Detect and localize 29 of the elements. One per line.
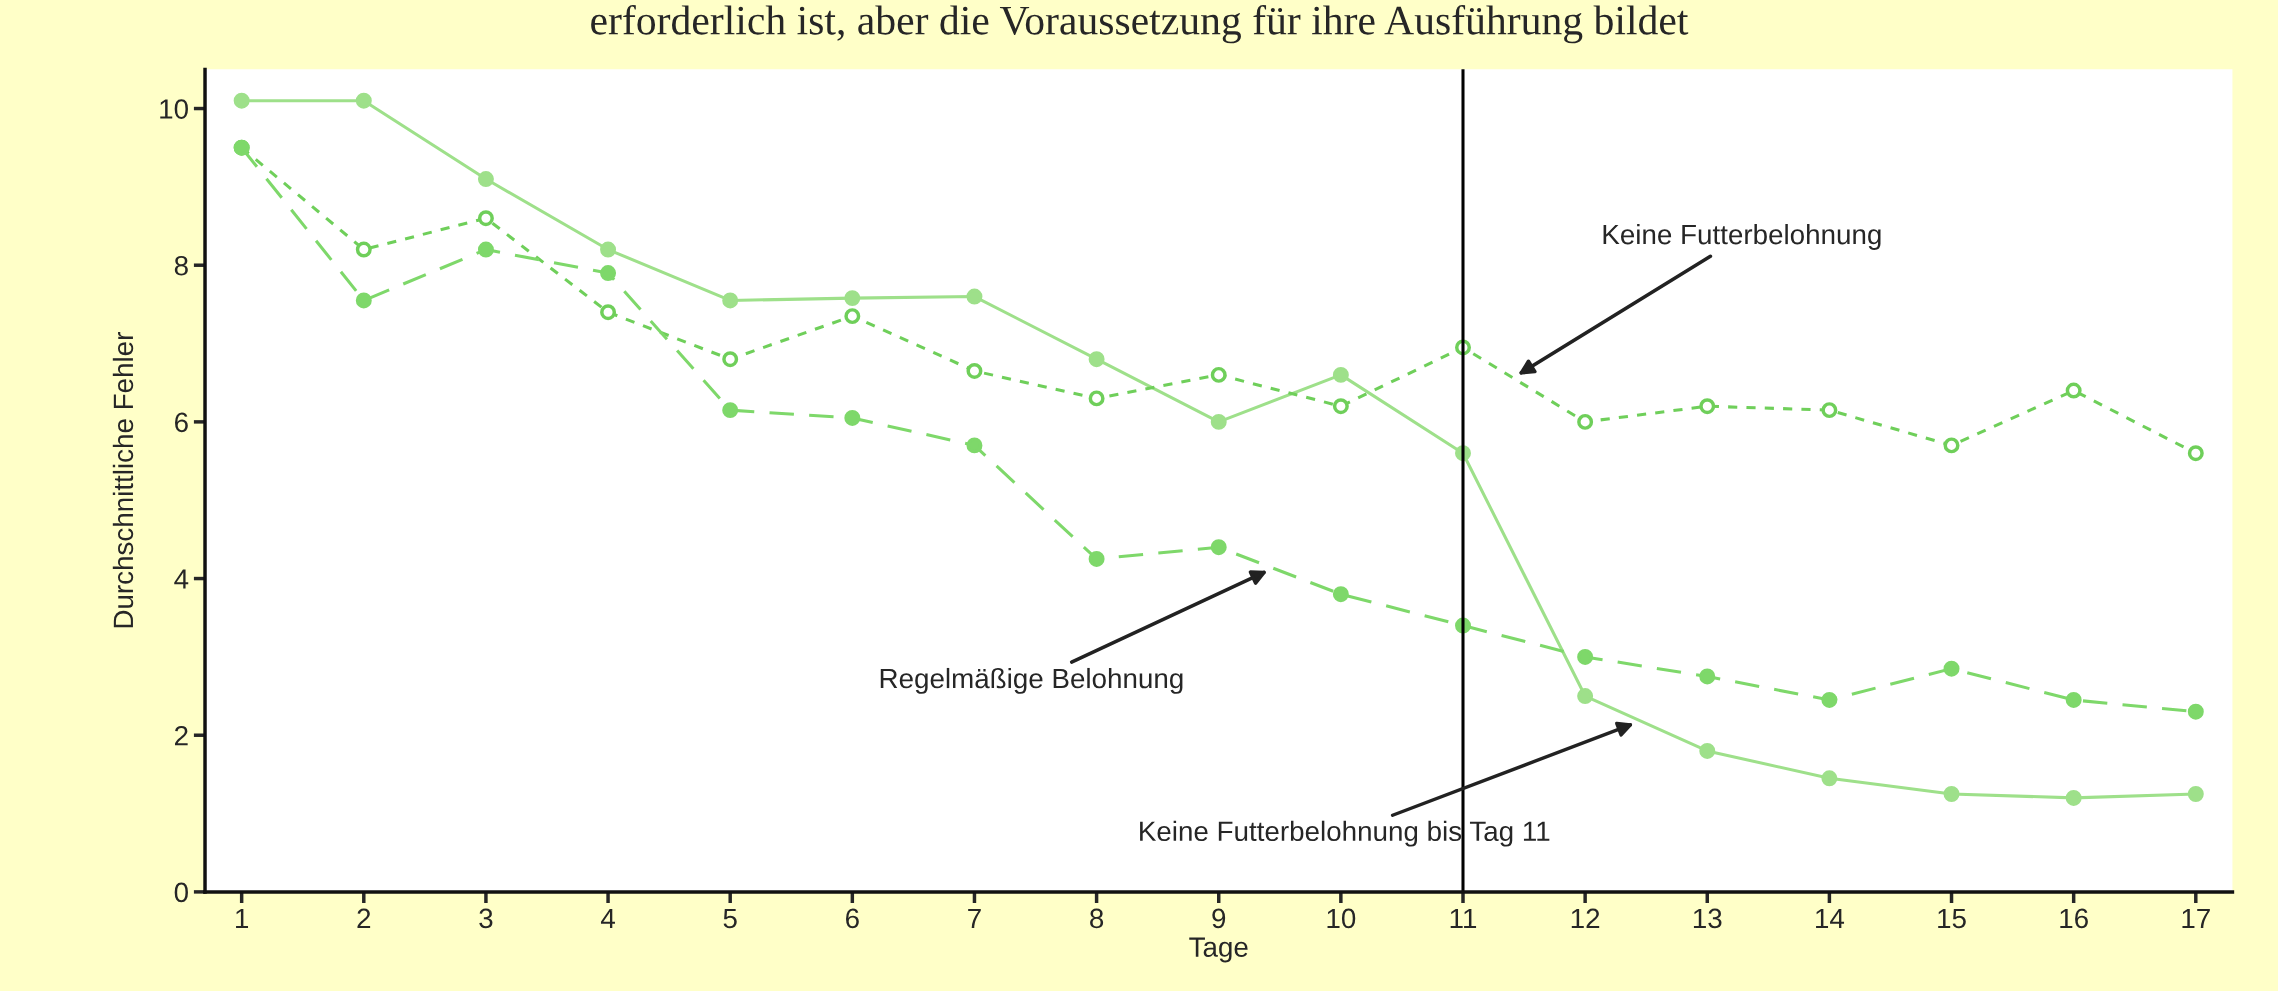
- annotation: Keine Futterbelohnung: [1603, 223, 1881, 250]
- x-tick-label: 2: [357, 908, 371, 928]
- x-tick-label: 7: [968, 908, 981, 928]
- x-tick-label: 6: [846, 908, 859, 929]
- x-tick-label: 1: [236, 908, 249, 928]
- x-tick-label: 17: [2182, 908, 2210, 928]
- y-tick-label: 4: [174, 569, 189, 589]
- y-tick-label: 8: [174, 255, 188, 276]
- x-tick-label: 9: [1212, 908, 1226, 929]
- y-axis-title: Durchschnittliche Fehler: [112, 332, 134, 628]
- x-axis-title: Tage: [1189, 937, 1248, 963]
- x-tick-label: 13: [1693, 908, 1722, 929]
- y-tick-label: 0: [174, 882, 188, 903]
- x-tick-label: 5: [723, 908, 737, 929]
- x-tick-label: 14: [1816, 908, 1845, 928]
- x-tick-label: 12: [1571, 908, 1600, 928]
- x-tick-label: 3: [479, 908, 493, 929]
- x-tick-label: 4: [600, 908, 615, 928]
- annotation: Regelmäßige Belohnung: [880, 667, 1183, 694]
- x-tick-label: 8: [1090, 908, 1104, 929]
- x-tick-label: 11: [1450, 908, 1477, 928]
- annotation: Keine Futterbelohnung bis Tag 11: [1140, 820, 1550, 847]
- y-tick-label: 6: [175, 412, 188, 433]
- x-tick-label: 10: [1327, 908, 1356, 929]
- x-tick-label: 16: [2060, 908, 2088, 929]
- y-tick-label: 10: [160, 99, 188, 119]
- chart-title: erforderlich ist, aber die Voraussetzung für ihre Ausführung bildet: [591, 4, 1689, 44]
- x-tick-label: 15: [1938, 908, 1966, 929]
- y-tick-label: 2: [175, 725, 188, 746]
